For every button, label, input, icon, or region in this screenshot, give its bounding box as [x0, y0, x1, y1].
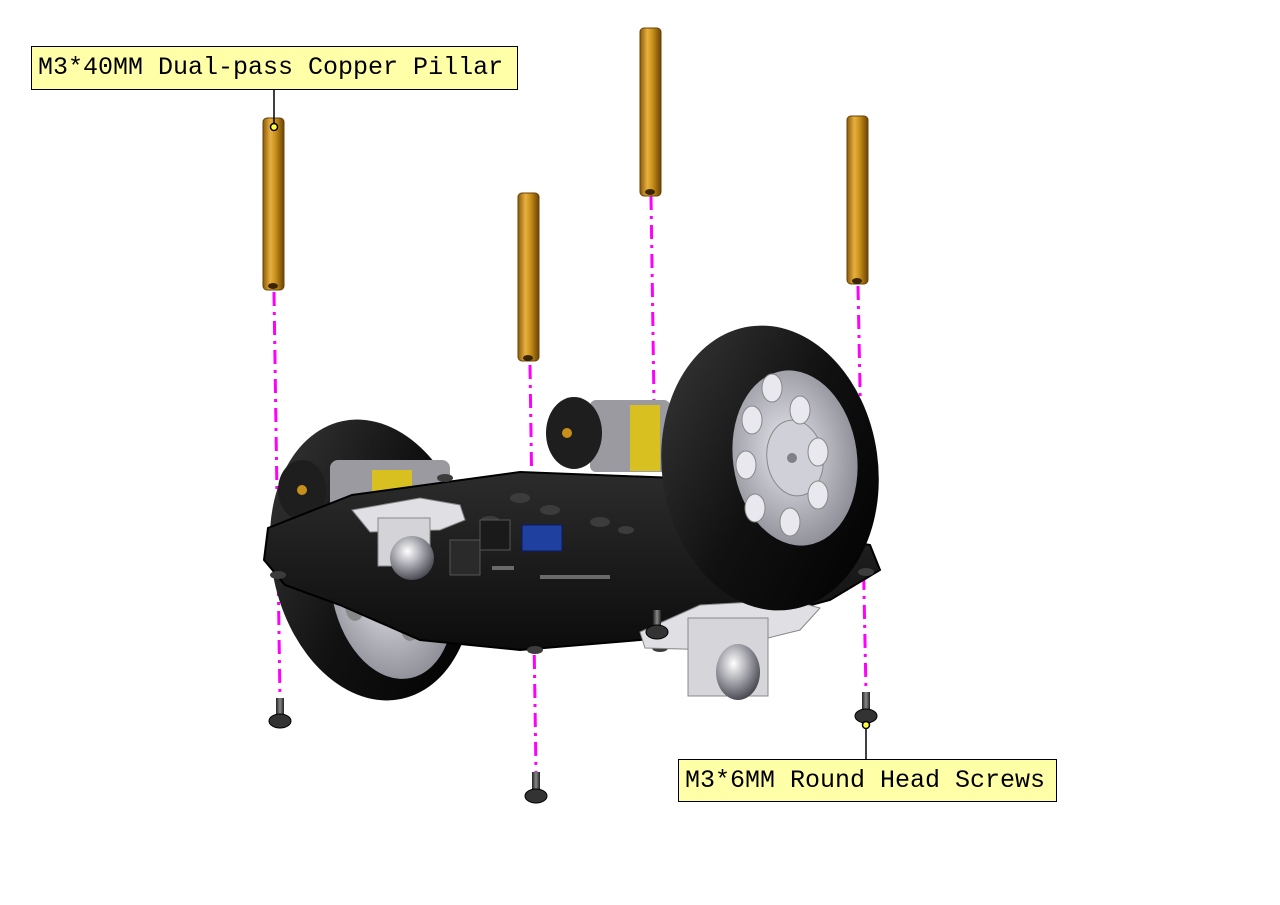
electronics — [449, 519, 563, 576]
screw-callout-label: M3*6MM Round Head Screws — [678, 759, 1057, 802]
copper-pillars — [262, 27, 869, 362]
motor-right — [546, 397, 670, 472]
screw-4 — [854, 692, 878, 724]
copper-pillar-1 — [262, 117, 285, 291]
copper-pillar-3 — [639, 27, 662, 197]
screw-2 — [524, 772, 548, 804]
leader-lines — [269, 90, 871, 759]
front-caster — [351, 497, 466, 580]
round-head-screws — [268, 610, 878, 804]
screw-1 — [268, 698, 292, 729]
rear-caster — [639, 599, 821, 700]
copper-pillar-2 — [517, 192, 540, 362]
copper-pillar-4 — [846, 115, 869, 285]
pillar-callout-label: M3*40MM Dual-pass Copper Pillar — [31, 46, 518, 90]
right-wheel — [661, 325, 879, 611]
screw-3 — [645, 610, 669, 640]
